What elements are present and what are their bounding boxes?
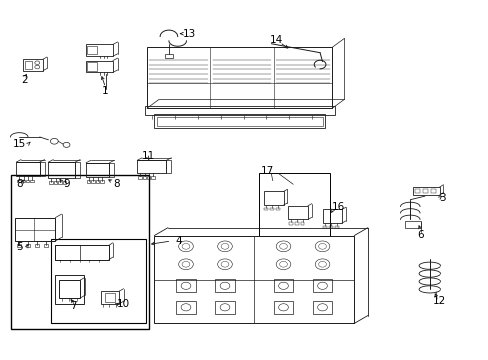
Bar (164, 54, 172, 58)
Bar (62, 181, 66, 184)
Bar (176, 279, 195, 292)
Bar (96, 180, 99, 183)
Text: 1: 1 (102, 86, 109, 96)
Text: 8: 8 (113, 179, 120, 189)
Bar (86, 60, 113, 72)
Bar (414, 189, 419, 193)
Bar (101, 291, 119, 304)
Text: 7: 7 (70, 301, 77, 311)
Bar (25, 61, 32, 69)
Bar (138, 176, 142, 179)
Bar (322, 210, 341, 223)
Bar (323, 226, 326, 228)
Bar (334, 226, 338, 228)
Bar (100, 180, 103, 183)
Bar (137, 160, 166, 173)
Bar (91, 180, 95, 183)
Text: 4: 4 (175, 236, 182, 246)
Bar (43, 244, 47, 247)
Text: 6: 6 (417, 230, 424, 239)
Text: 16: 16 (331, 202, 344, 212)
Bar (273, 301, 293, 314)
Bar (16, 162, 40, 176)
Bar (17, 244, 21, 247)
Bar (176, 301, 195, 314)
Bar (55, 245, 80, 260)
Bar (270, 208, 274, 211)
Text: 11: 11 (141, 150, 154, 161)
Bar (87, 46, 97, 54)
Bar (151, 176, 155, 179)
Bar (154, 114, 325, 128)
Bar (312, 301, 331, 314)
Bar (87, 180, 90, 183)
Bar (215, 279, 234, 292)
Bar (276, 208, 280, 211)
Text: 17: 17 (261, 166, 274, 176)
Text: 13: 13 (183, 29, 196, 39)
Bar (86, 163, 109, 177)
Bar (300, 222, 304, 225)
Bar (412, 187, 439, 195)
Bar (157, 117, 322, 126)
Bar (55, 245, 109, 260)
Text: 10: 10 (117, 299, 130, 309)
Bar (30, 180, 34, 182)
Bar (147, 176, 150, 179)
Bar (104, 293, 115, 302)
Bar (59, 280, 80, 298)
Bar (294, 222, 298, 225)
Bar (328, 226, 332, 228)
Bar (26, 244, 30, 247)
Bar (51, 239, 146, 323)
Bar (58, 181, 61, 184)
Bar (264, 208, 268, 211)
Bar (154, 235, 353, 323)
Bar (109, 163, 114, 177)
Text: 2: 2 (21, 75, 27, 85)
Text: 12: 12 (432, 296, 445, 306)
Bar (273, 279, 293, 292)
Bar (259, 173, 329, 235)
Bar (86, 44, 113, 56)
Bar (35, 244, 39, 247)
Bar (144, 107, 334, 116)
Bar (288, 206, 307, 220)
Bar (142, 176, 146, 179)
Bar (430, 189, 435, 193)
Text: 8: 8 (16, 179, 22, 189)
Bar (147, 47, 331, 108)
Text: 3: 3 (438, 193, 445, 203)
Bar (22, 59, 43, 71)
Bar (312, 279, 331, 292)
Bar (288, 222, 292, 225)
Bar (75, 162, 80, 178)
Bar (49, 181, 53, 184)
Bar (40, 162, 44, 176)
Bar (17, 180, 20, 182)
Bar (11, 175, 149, 329)
Bar (422, 189, 427, 193)
Bar (48, 162, 75, 178)
Bar (166, 160, 171, 173)
Bar (264, 192, 283, 205)
Bar (15, 218, 55, 241)
Bar (21, 180, 25, 182)
Bar (87, 62, 97, 71)
Bar (54, 181, 57, 184)
Bar (26, 180, 29, 182)
Text: 5: 5 (16, 242, 22, 252)
Bar (405, 221, 420, 228)
Bar (215, 301, 234, 314)
Text: 14: 14 (269, 35, 282, 45)
Text: 9: 9 (63, 179, 70, 189)
Text: 15: 15 (13, 139, 26, 149)
Bar (55, 275, 83, 304)
